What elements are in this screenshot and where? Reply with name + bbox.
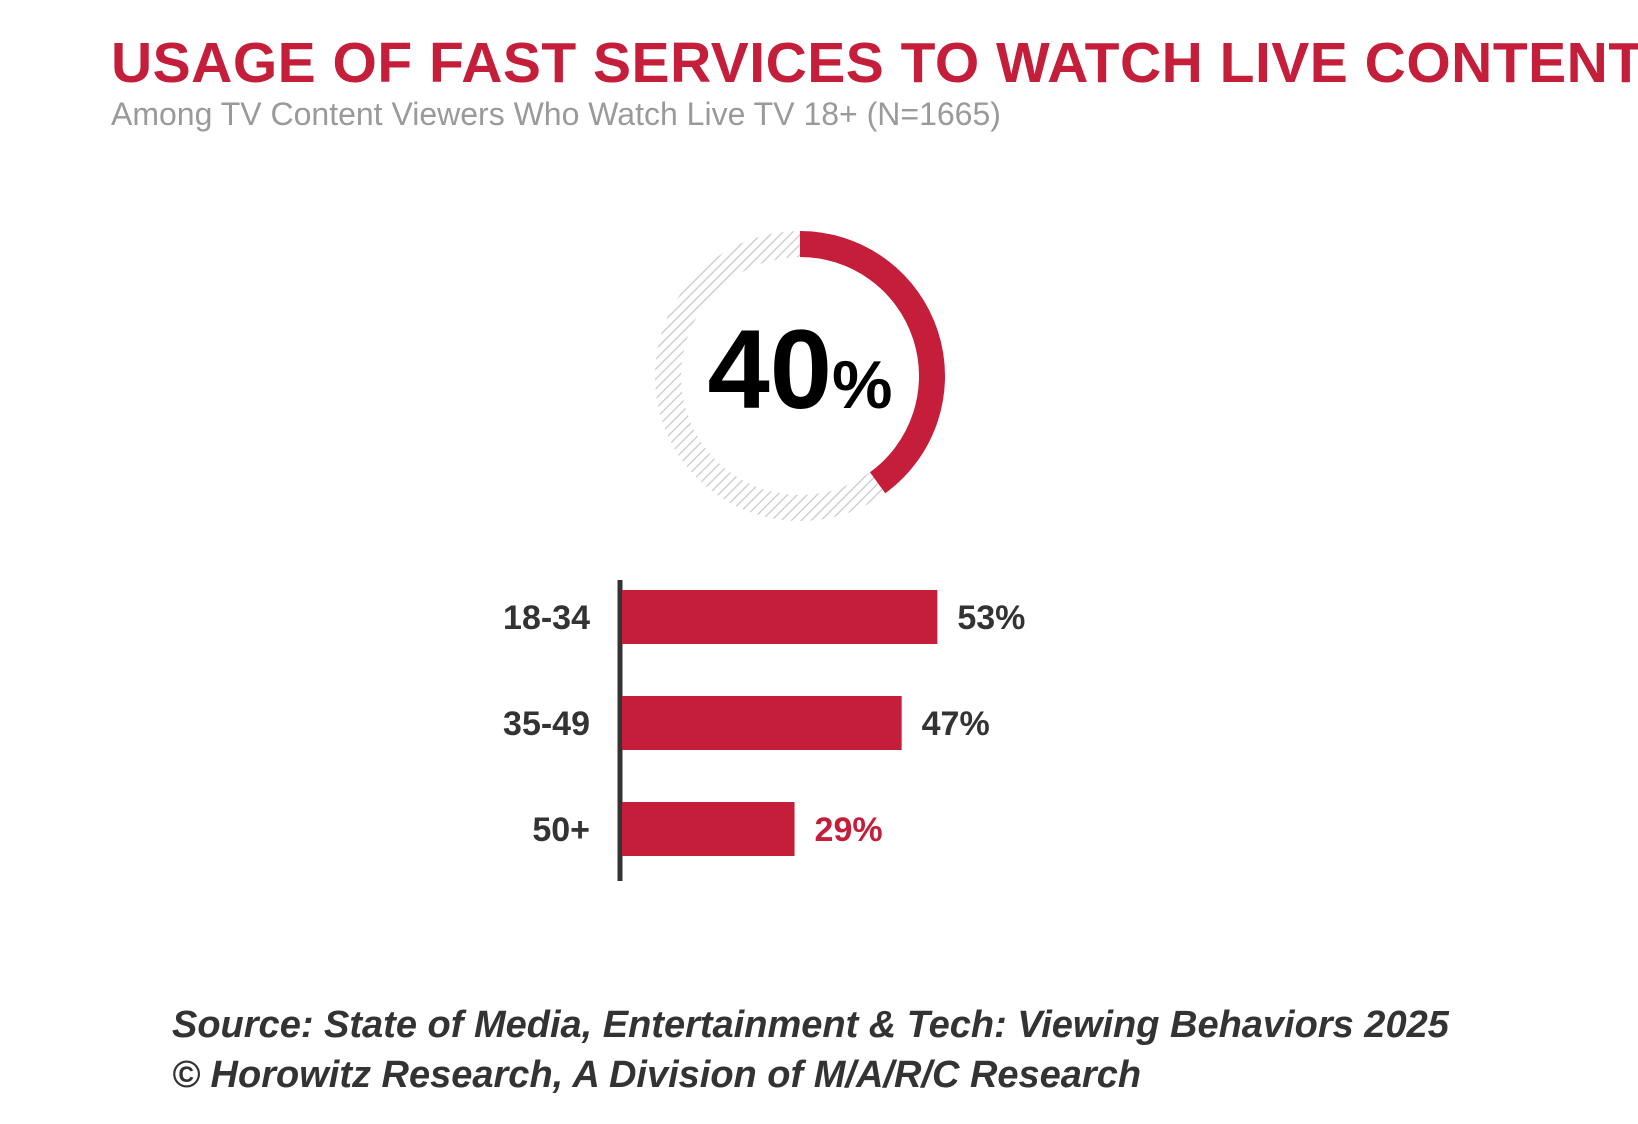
bar-category-label: 35-49 — [503, 705, 590, 743]
bar-category-label: 50+ — [532, 811, 590, 849]
bar — [622, 590, 938, 644]
donut-value-arc — [799, 231, 945, 494]
bar — [622, 696, 902, 750]
age-bar-chart: 18-34 53% 35-49 47% 50+ 29% — [503, 580, 1025, 881]
bar-value-label: 29% — [815, 811, 883, 849]
bar — [622, 802, 795, 856]
bar-value-label: 47% — [922, 705, 990, 743]
chart-subtitle: Among TV Content Viewers Who Watch Live … — [111, 96, 1001, 132]
bar-value-label: 53% — [957, 599, 1025, 637]
chart-title: USAGE OF FAST SERVICES TO WATCH LIVE CON… — [111, 31, 1638, 95]
source-note: Source: State of Media, Entertainment & … — [172, 1000, 1449, 1100]
bar-category-label: 18-34 — [503, 599, 590, 637]
donut-center-value: 40% — [707, 307, 892, 432]
donut-chart: 40% — [655, 231, 945, 521]
copyright-line: © Horowitz Research, A Division of M/A/R… — [172, 1054, 1142, 1096]
donut-center-unit: % — [832, 347, 892, 423]
source-line: Source: State of Media, Entertainment & … — [172, 1004, 1449, 1046]
donut-center-number: 40 — [707, 307, 832, 432]
